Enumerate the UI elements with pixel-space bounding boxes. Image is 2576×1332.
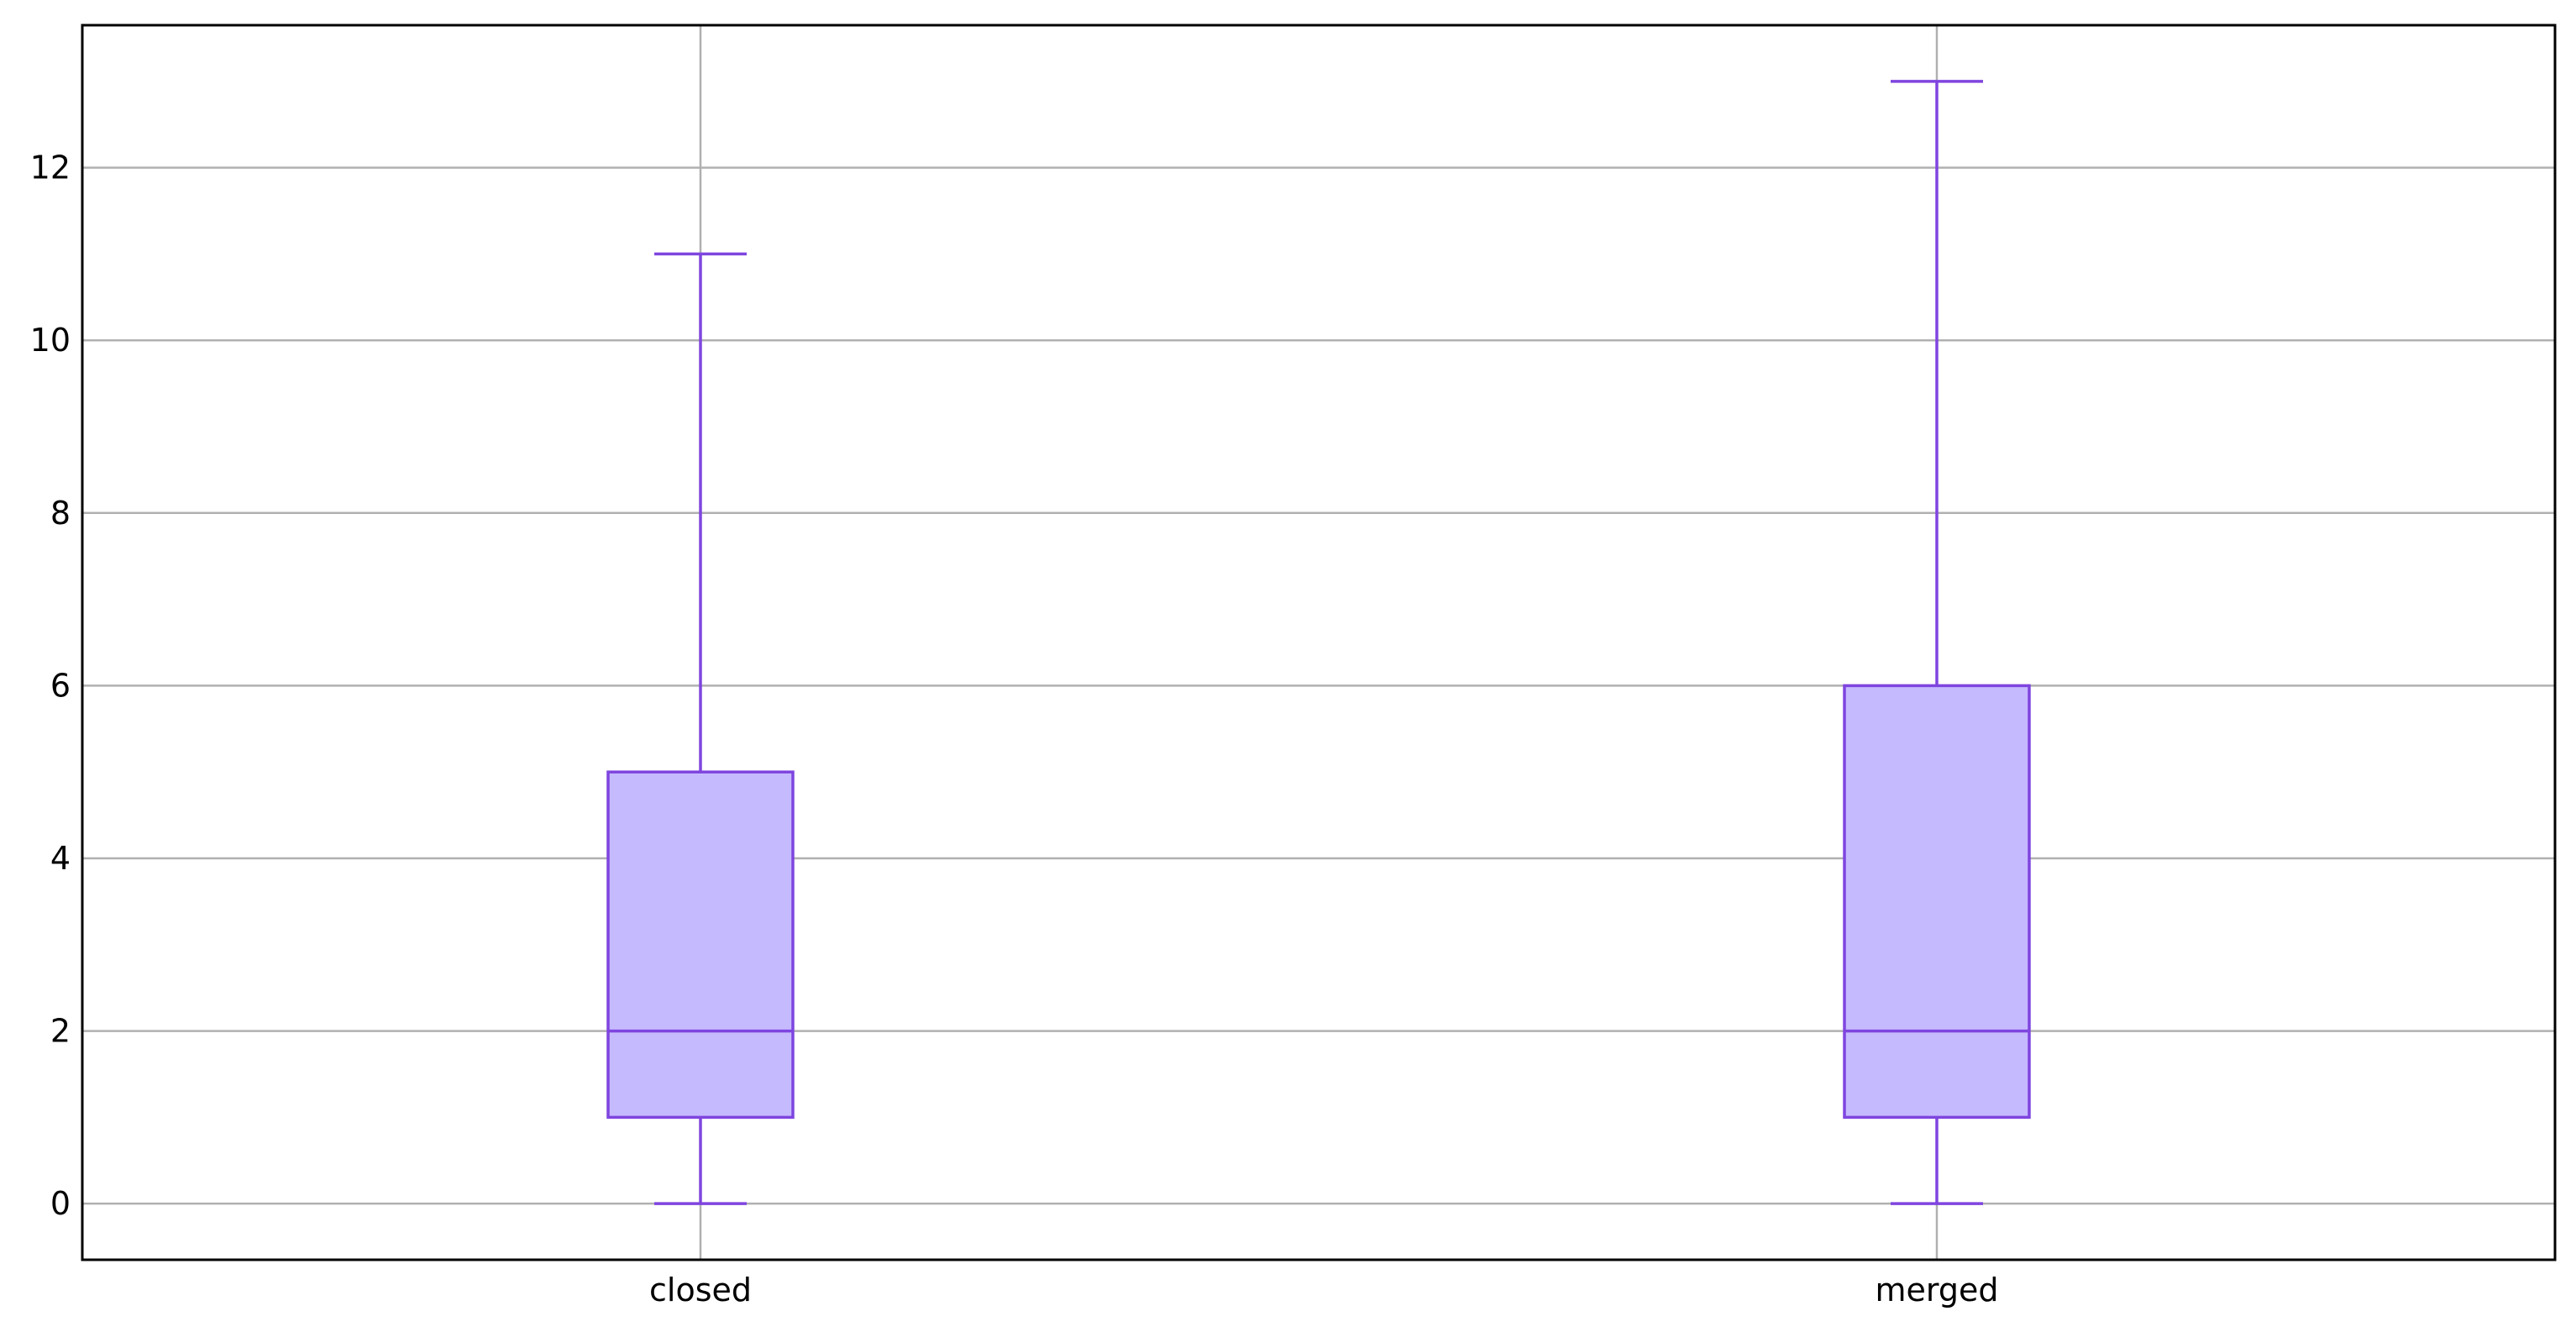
y-tick-label: 6 bbox=[50, 667, 71, 704]
y-axis-ticks: 0 2 4 6 8 10 12 bbox=[30, 149, 71, 1223]
iqr-box bbox=[1843, 684, 2031, 1120]
iqr-box bbox=[606, 770, 795, 1120]
grid-lines bbox=[82, 25, 2555, 1260]
plot-area-frame bbox=[81, 24, 2557, 1261]
box-closed bbox=[606, 252, 795, 1205]
y-tick-label: 8 bbox=[50, 495, 71, 532]
x-tick-label-closed: closed bbox=[649, 1272, 752, 1308]
y-tick-label: 0 bbox=[50, 1185, 71, 1222]
y-tick-label: 2 bbox=[50, 1013, 71, 1050]
x-axis-ticks: closed merged bbox=[649, 1272, 1998, 1308]
box-series bbox=[606, 80, 2031, 1205]
y-tick-label: 12 bbox=[30, 149, 71, 186]
y-tick-label: 4 bbox=[50, 840, 71, 877]
x-tick-label-merged: merged bbox=[1876, 1272, 1999, 1308]
box-merged bbox=[1843, 80, 2031, 1205]
y-tick-label: 10 bbox=[30, 322, 71, 359]
